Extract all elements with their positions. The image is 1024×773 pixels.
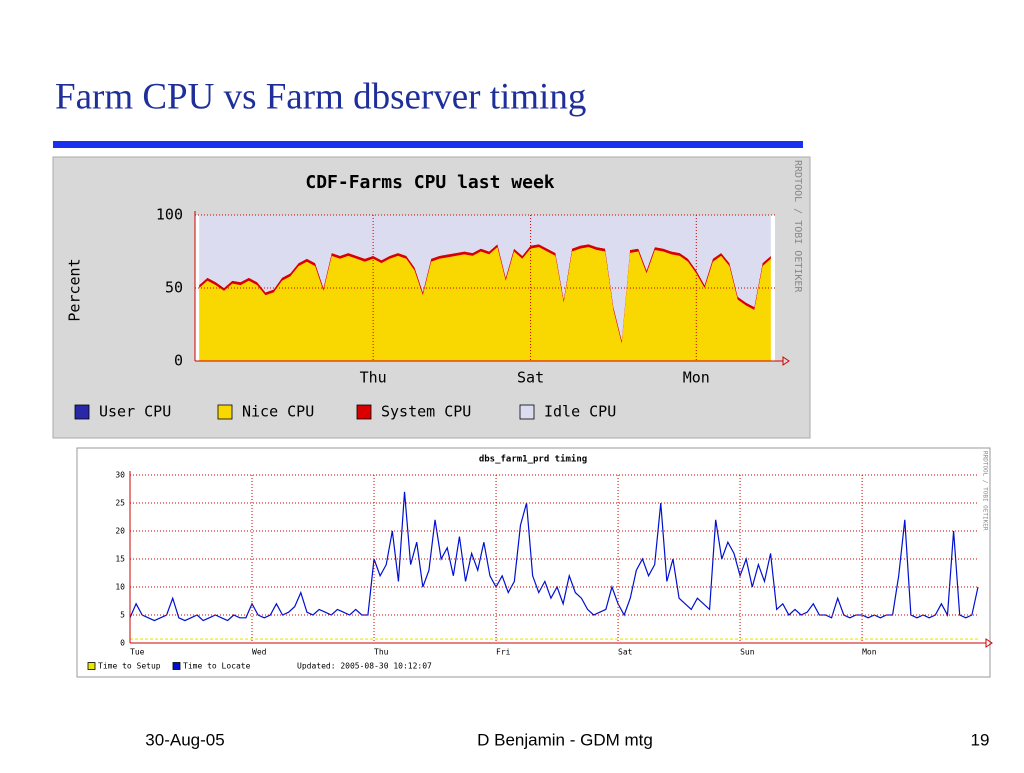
axis-arrow: [985, 638, 993, 648]
footer-page: 19: [971, 730, 990, 749]
line: [129, 491, 979, 622]
area: [199, 247, 771, 361]
legend-swatch: [74, 404, 90, 420]
watermark: RRDTOOL / TOBI OETIKER: [982, 451, 989, 531]
footer-author: D Benjamin - GDM mtg: [477, 730, 653, 749]
area: [199, 215, 771, 341]
y-tick-label: 20: [115, 527, 125, 536]
legend-swatch: [172, 662, 181, 670]
axis-arrow: [782, 356, 790, 366]
y-tick-label: 15: [115, 555, 125, 564]
x-tick-label: Mon: [683, 369, 710, 387]
x-tick-label: Tue: [130, 648, 145, 657]
title-rule: [53, 141, 803, 148]
annotation: Updated: 2005-08-30 10:12:07: [297, 662, 432, 671]
watermark: RRDTOOL / TOBI OETIKER: [792, 160, 803, 293]
y-tick-label: 25: [115, 499, 125, 508]
legend-label: System CPU: [381, 403, 471, 421]
chart-title: CDF-Farms CPU last week: [305, 172, 554, 193]
slide-title: Farm CPU vs Farm dbserver timing: [55, 76, 586, 117]
x-tick-label: Mon: [862, 648, 877, 657]
y-tick-label: 0: [120, 639, 125, 648]
y-axis-label: Percent: [66, 258, 84, 321]
y-tick-label: 50: [165, 279, 183, 297]
legend-swatch: [519, 404, 535, 420]
y-tick-label: 100: [156, 206, 183, 224]
chart-title: dbs_farm1_prd timing: [479, 454, 587, 465]
legend-label: Time to Locate: [183, 662, 251, 671]
x-tick-label: Fri: [496, 648, 511, 657]
footer-date: 30-Aug-05: [145, 730, 224, 749]
x-tick-label: Thu: [360, 369, 387, 387]
legend-swatch: [87, 662, 96, 670]
x-tick-label: Sun: [740, 648, 755, 657]
x-tick-label: Sat: [618, 648, 633, 657]
y-tick-label: 0: [174, 352, 183, 370]
legend-label: Time to Setup: [98, 662, 161, 671]
legend-label: User CPU: [99, 403, 171, 421]
legend-label: Nice CPU: [242, 403, 314, 421]
legend-swatch: [217, 404, 233, 420]
y-tick-label: 30: [115, 471, 125, 480]
x-tick-label: Thu: [374, 648, 389, 657]
legend-swatch: [356, 404, 372, 420]
y-tick-label: 5: [120, 611, 125, 620]
x-tick-label: Wed: [252, 648, 267, 657]
x-tick-label: Sat: [517, 369, 544, 387]
y-tick-label: 10: [115, 583, 125, 592]
legend-label: Idle CPU: [544, 403, 616, 421]
